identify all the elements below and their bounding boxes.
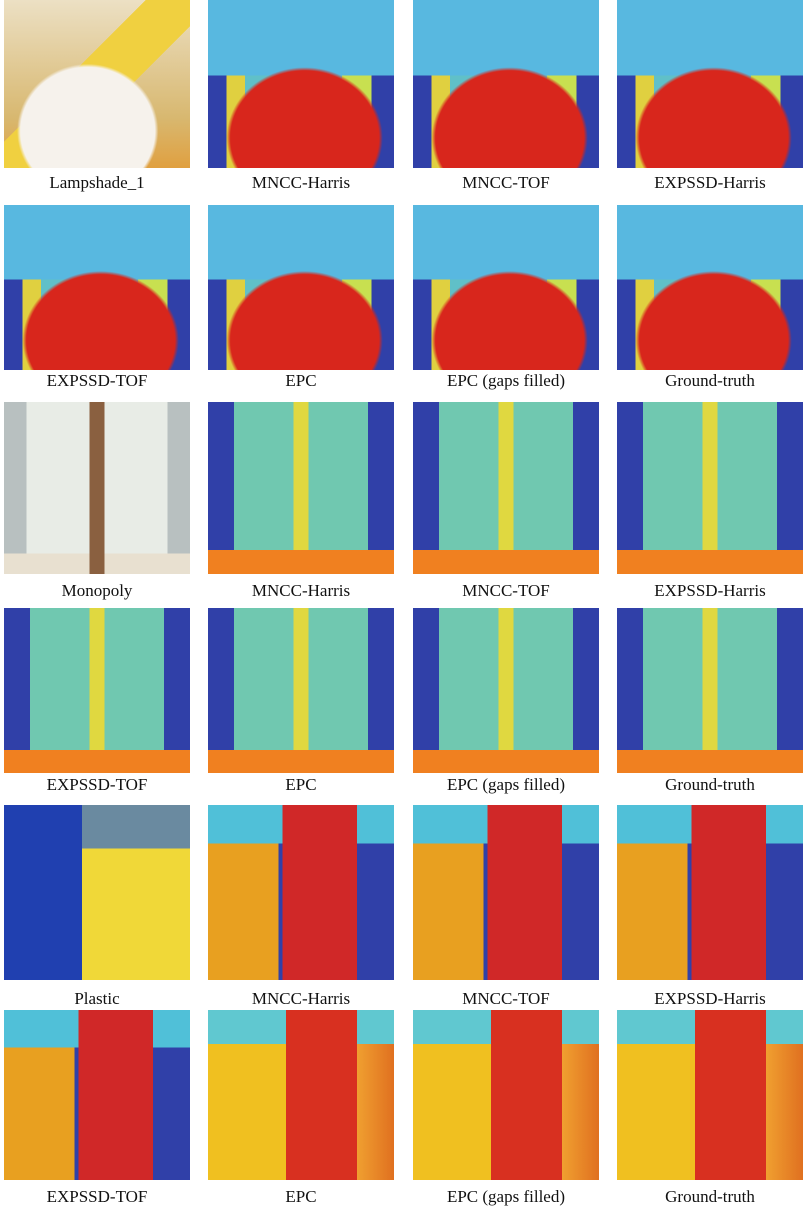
image-caption: MNCC-Harris [208,581,394,601]
image-caption: EXPSSD-Harris [617,581,803,601]
image-caption: EPC [208,775,394,795]
figure: Lampshade_1 MNCC-Harris MNCC-TOF EXPSSD-Har… [0,0,803,1216]
image-caption: EXPSSD-Harris [617,989,803,1009]
figure-image [413,0,599,168]
figure-image [413,1010,599,1180]
image-caption: EPC (gaps filled) [413,1187,599,1207]
image-caption: Ground-truth [617,1187,803,1207]
figure-image [208,805,394,980]
figure-image [208,1010,394,1180]
figure-image [617,0,803,168]
image-caption: Plastic [4,989,190,1009]
figure-image [413,205,599,370]
figure-image [208,608,394,773]
image-caption: Ground-truth [617,775,803,795]
figure-image [617,608,803,773]
image-caption: MNCC-TOF [413,581,599,601]
figure-image [4,1010,190,1180]
figure-image [617,402,803,574]
image-caption: Lampshade_1 [4,173,190,193]
image-caption: Ground-truth [617,371,803,391]
image-caption: EPC (gaps filled) [413,371,599,391]
figure-image [617,205,803,370]
figure-image [4,205,190,370]
figure-image [413,402,599,574]
figure-image [413,608,599,773]
image-caption: MNCC-TOF [413,989,599,1009]
figure-image [208,205,394,370]
image-caption: Monopoly [4,581,190,601]
image-caption: EXPSSD-TOF [4,1187,190,1207]
figure-image [208,0,394,168]
image-caption: EXPSSD-TOF [4,775,190,795]
image-caption: EPC [208,1187,394,1207]
figure-image [617,1010,803,1180]
image-caption: MNCC-Harris [208,173,394,193]
image-caption: EXPSSD-TOF [4,371,190,391]
figure-image [4,0,190,168]
figure-image [617,805,803,980]
figure-image [413,805,599,980]
image-caption: EXPSSD-Harris [617,173,803,193]
figure-image [208,402,394,574]
figure-image [4,608,190,773]
image-caption: MNCC-Harris [208,989,394,1009]
figure-image [4,805,190,980]
figure-image [4,402,190,574]
image-caption: EPC [208,371,394,391]
image-caption: MNCC-TOF [413,173,599,193]
image-caption: EPC (gaps filled) [413,775,599,795]
